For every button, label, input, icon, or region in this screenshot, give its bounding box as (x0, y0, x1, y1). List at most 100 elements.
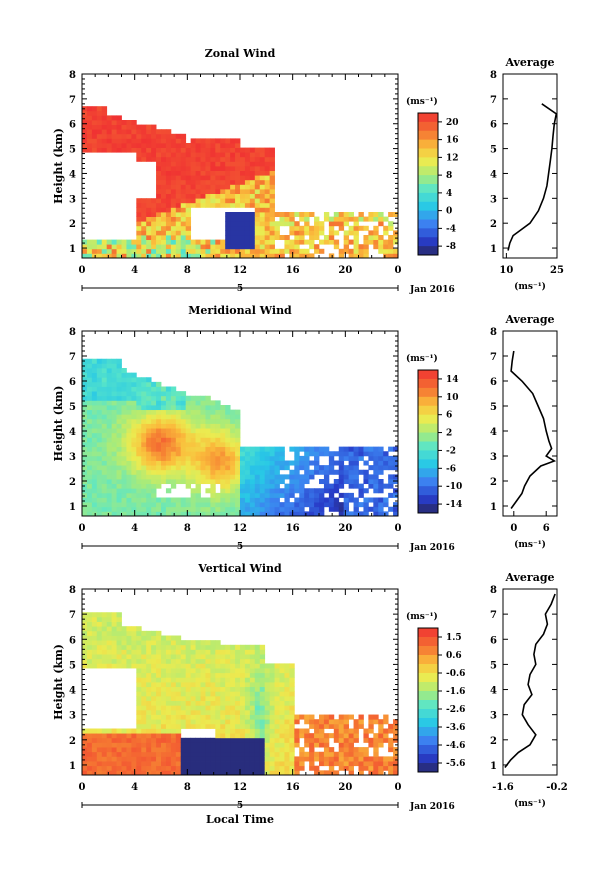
heatmap-cell (373, 747, 379, 753)
heatmap-cell (205, 193, 211, 199)
heatmap-cell (161, 756, 167, 762)
heatmap-cell (101, 147, 108, 153)
heatmap-cell (220, 733, 226, 739)
heatmap-cell (146, 483, 152, 489)
heatmap-cell (368, 723, 374, 729)
heatmap-cell (220, 756, 226, 762)
heatmap-cell (328, 765, 335, 771)
heatmap-cell (175, 221, 182, 227)
heatmap-cell (151, 502, 157, 508)
heatmap-cell (220, 765, 226, 771)
heatmap-cell (185, 751, 192, 757)
heatmap-cell (309, 460, 315, 466)
heatmap-cell (220, 175, 226, 181)
heatmap-cell (151, 644, 157, 650)
heatmap-cell (205, 672, 211, 678)
heatmap-cell (269, 492, 275, 498)
heatmap-cell (136, 202, 142, 208)
heatmap-cell (156, 418, 162, 424)
colorbar-swatch (418, 682, 438, 692)
heatmap-cell (195, 138, 201, 144)
heatmap-cell (106, 761, 113, 767)
heatmap-cell (235, 166, 241, 171)
heatmap-cell (314, 502, 320, 508)
heatmap-cell (294, 756, 300, 762)
heatmap-cell (393, 728, 399, 734)
heatmap-cell (225, 714, 231, 720)
heatmap-cell (180, 216, 187, 222)
heatmap-cell (215, 202, 221, 208)
heatmap-cell (309, 723, 315, 729)
heatmap-cell (111, 368, 117, 374)
heatmap-cell (244, 654, 251, 660)
heatmap-cell (235, 216, 241, 222)
heatmap-cell (205, 682, 211, 688)
heatmap-cell (165, 635, 172, 641)
heatmap-cell (170, 391, 177, 397)
heatmap-cell (86, 414, 93, 420)
heatmap-cell (279, 765, 285, 771)
heatmap-cell (304, 460, 310, 466)
heatmap-cell (215, 649, 221, 655)
heatmap-cell (328, 488, 335, 494)
heatmap-cell (170, 428, 177, 434)
heatmap-cell (131, 474, 137, 480)
heatmap-cell (86, 654, 93, 660)
heatmap-cell (210, 719, 216, 725)
heatmap-cell (235, 230, 241, 236)
heatmap-cell (91, 115, 98, 121)
heatmap-cell (190, 244, 196, 250)
heatmap-cell (393, 756, 399, 762)
heatmap-cell (220, 138, 226, 144)
heatmap-cell (215, 770, 221, 776)
heatmap-cell (91, 446, 98, 452)
heatmap-cell (126, 474, 132, 480)
heatmap-cell (368, 737, 374, 743)
heatmap-cell (240, 644, 246, 650)
heatmap-cell (343, 469, 350, 475)
heatmap-cell (141, 405, 147, 411)
heatmap-cell (111, 483, 117, 489)
heatmap-cell (185, 654, 192, 660)
heatmap-cell (220, 202, 226, 208)
heatmap-cell (249, 175, 256, 181)
heatmap-cell (111, 649, 117, 655)
heatmap-cell (244, 733, 251, 739)
heatmap-cell (136, 474, 142, 480)
heatmap-cell (126, 124, 132, 130)
heatmap-cell (82, 761, 88, 767)
heatmap-cell (353, 483, 359, 489)
average-y-tick-label: 1 (490, 244, 497, 255)
heatmap-cell (200, 723, 206, 729)
heatmap-cell (254, 492, 261, 498)
heatmap-cell (96, 391, 103, 397)
heatmap-cell (259, 709, 266, 715)
heatmap-cell (244, 161, 251, 167)
colorbar-tick-label: 1.5 (446, 633, 462, 643)
average-x-tick-label: -1.6 (492, 782, 514, 793)
heatmap-cell (279, 695, 285, 701)
heatmap-cell (259, 497, 266, 503)
heatmap-cell (200, 156, 206, 162)
heatmap-cell (259, 198, 266, 204)
heatmap-cell (279, 511, 285, 517)
heatmap-cell (141, 691, 147, 697)
heatmap-cell (249, 455, 256, 461)
heatmap-cell (136, 742, 142, 748)
heatmap-cell (165, 143, 172, 148)
heatmap-cell (299, 248, 305, 254)
heatmap-cell (185, 511, 192, 517)
heatmap-cell (136, 469, 142, 475)
heatmap-cell (269, 700, 275, 706)
heatmap-cell (230, 147, 236, 153)
heatmap-cell (215, 761, 221, 767)
heatmap-cell (343, 756, 350, 762)
heatmap-cell (170, 644, 177, 650)
heatmap-cell (116, 488, 122, 494)
x-tick-label: 8 (184, 265, 191, 276)
heatmap-cell (230, 719, 236, 725)
heatmap-cell (161, 442, 167, 448)
heatmap-cell (269, 709, 275, 715)
heatmap-cell (235, 179, 241, 185)
